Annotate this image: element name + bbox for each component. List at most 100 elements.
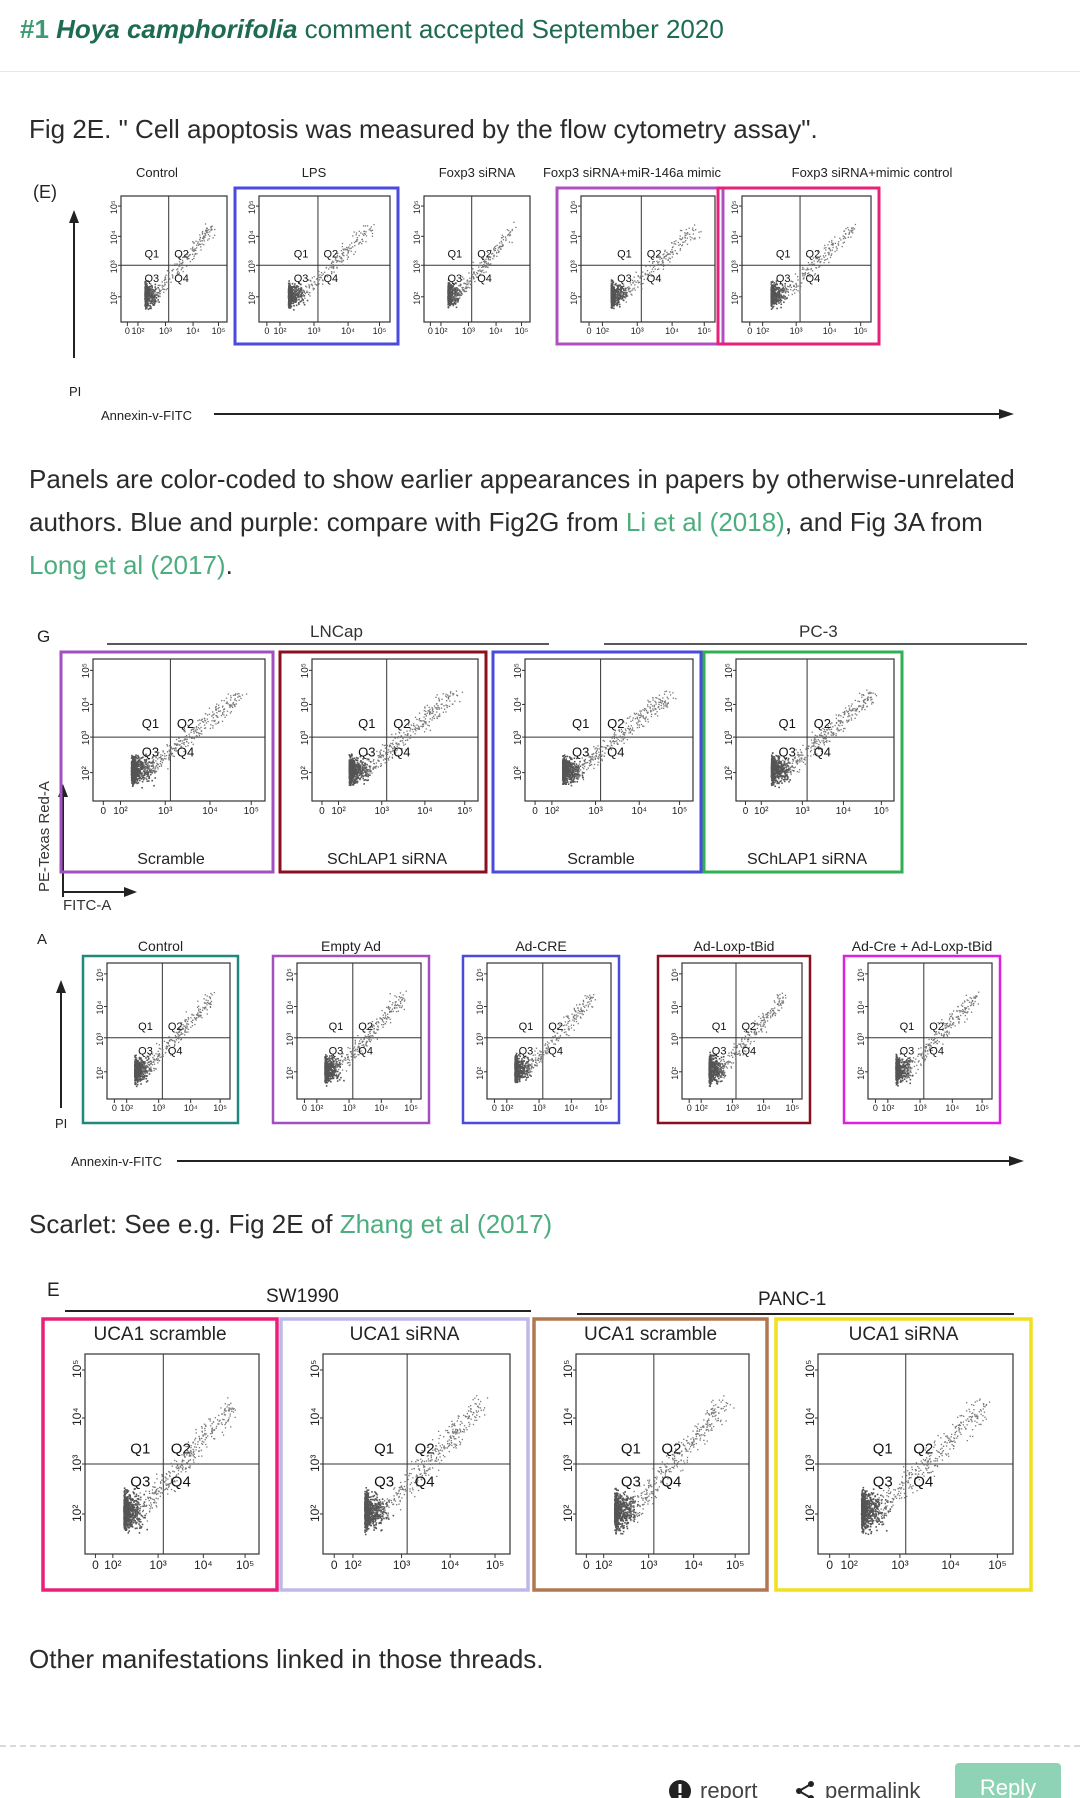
figure2-quadrant-q2: Q2 <box>814 716 831 731</box>
figure3-panel-frame <box>842 954 1002 1125</box>
figure1-y-tick: 10² <box>247 292 257 305</box>
figure3-plot-area <box>681 962 803 1100</box>
figure4-y-tick: 10³ <box>561 1455 575 1472</box>
figure1-y-tick: 10⁴ <box>730 230 740 244</box>
figure4-y-tick: 10² <box>561 1505 575 1522</box>
figure3-y-tick: 10⁵ <box>856 968 866 982</box>
figure3-y-tick: 10⁵ <box>475 968 485 982</box>
figure1-quadrant-q2: Q2 <box>806 249 821 261</box>
figure2-panel-title: SChLAP1 siRNA <box>747 851 867 868</box>
figure3-y-tick: 10⁴ <box>670 1001 680 1015</box>
figure1-x-tick: 10² <box>756 326 769 336</box>
figure2-x-tick: 10² <box>113 806 128 817</box>
figure2-x-tick: 10⁵ <box>457 806 472 817</box>
comment-number[interactable]: #1 <box>20 14 49 44</box>
figure4-plot-area <box>817 1353 1014 1555</box>
figure1-y-tick: 10⁵ <box>109 200 119 214</box>
figure1-y-tick: 10² <box>569 292 579 305</box>
figure1-y-tick: 10³ <box>730 260 740 273</box>
figure4-x-tick: 0 <box>331 1558 338 1572</box>
figure2-plot-area <box>311 658 479 802</box>
figure3-quadrant-q2: Q2 <box>742 1021 757 1033</box>
comment-header: #1 Hoya camphorifolia comment accepted S… <box>0 0 1080 72</box>
figure4-x-tick: 0 <box>583 1558 590 1572</box>
figure1-quadrant-q4: Q4 <box>477 273 492 285</box>
figure4-quadrant-q4: Q4 <box>415 1474 435 1491</box>
figure4-panel-1: UCA1 scramble Q1 Q2 Q3 Q4 0 10² 10³ 10⁴ 10⁵ 10⁵ 10⁴… <box>41 1317 279 1592</box>
figure4-quadrant-q4: Q4 <box>913 1474 933 1491</box>
figure4-panel-title: UCA1 scramble <box>93 1324 226 1345</box>
figure2-y-tick: 10⁴ <box>513 697 524 712</box>
figure4-x-tick: 10⁴ <box>941 1558 960 1572</box>
figure3-quadrant-q4: Q4 <box>929 1045 944 1057</box>
figure3-x-tick: 10² <box>881 1103 894 1113</box>
figure1-x-tick: 0 <box>125 326 130 336</box>
figure1-quadrant-q1: Q1 <box>776 249 791 261</box>
figure4-group-panc1: PANC-1 <box>758 1289 826 1310</box>
figure3-x-label: Annexin-v-FITC <box>71 1154 162 1169</box>
figure1-x-tick: 10² <box>131 326 144 336</box>
figure2-x-tick: 10⁴ <box>836 806 851 817</box>
figure1-quadrant-q3: Q3 <box>776 273 791 285</box>
link-li-2018[interactable]: Li et al (2018) <box>625 507 785 537</box>
link-long-2017[interactable]: Long et al (2017) <box>29 550 226 580</box>
figure3-x-tick: 10⁴ <box>564 1103 578 1113</box>
figure3-panel-title: Control <box>138 938 183 954</box>
figure4-x-tick: 10⁵ <box>236 1558 254 1572</box>
figure1-plot-area <box>580 195 716 323</box>
figure3-panel-title: Ad-Loxp-tBid <box>694 938 775 954</box>
figure4-panel-frame <box>41 1317 279 1592</box>
figure4-quadrant-q2: Q2 <box>415 1441 435 1458</box>
figure2-panel-3: Scramble Q1 Q2 Q3 Q4 0 10² 10³ 10⁴ 10⁵ 10⁵ 10⁴ 10³ 10… <box>491 650 703 874</box>
figure4-panel-frame <box>279 1317 530 1592</box>
figure4-y-tick: 10⁴ <box>803 1407 817 1426</box>
link-zhang-2017[interactable]: Zhang et al (2017) <box>339 1209 553 1239</box>
figure2-quadrant-q1: Q1 <box>779 716 796 731</box>
figure1-y-tick: 10⁵ <box>730 200 740 214</box>
permalink-link[interactable]: permalink <box>793 1778 920 1798</box>
figure2-y-tick: 10⁵ <box>300 663 311 678</box>
figure1-panel-title: Foxp3 siRNA+miR-146a mimic <box>543 165 722 180</box>
figure2-y-label: PE-Texas Red-A <box>36 781 53 892</box>
figure1-quadrant-q4: Q4 <box>806 273 821 285</box>
reply-button[interactable]: Reply <box>955 1763 1061 1798</box>
figure2-quadrant-q3: Q3 <box>779 745 796 760</box>
figure3-x-tick: 10⁵ <box>404 1103 418 1113</box>
figure1-quadrant-q3: Q3 <box>617 273 632 285</box>
figure-fig2g-comparison: G LNCap PC-3 PE-Texas Red-A FITC-A Scram… <box>29 612 1039 912</box>
figure3-x-tick: 10⁴ <box>945 1103 959 1113</box>
figure4-plot-area <box>322 1353 511 1555</box>
figure1-quadrant-q2: Q2 <box>477 249 492 261</box>
permalink-label: permalink <box>825 1778 921 1798</box>
figure2-dot-cloud <box>130 693 248 789</box>
figure1-y-tick: 10³ <box>412 260 422 273</box>
figure3-panel-title: Ad-Cre + Ad-Loxp-tBid <box>852 938 992 954</box>
figure4-x-tick: 10² <box>104 1558 121 1572</box>
figure3-x-tick: 0 <box>873 1103 878 1113</box>
report-link[interactable]: report <box>668 1778 757 1798</box>
figure1-x-tick: 10² <box>596 326 609 336</box>
figure3-panel-frame <box>81 954 240 1125</box>
figure4-x-tick: 10³ <box>640 1558 657 1572</box>
figure2-x-tick: 10³ <box>795 806 810 817</box>
paragraph-2-text-1: Panels are color-coded to show earlier a… <box>29 464 1015 537</box>
figure1-y-tick: 10⁴ <box>109 230 119 244</box>
paragraph-1: Fig 2E. " Cell apoptosis was measured by… <box>29 114 818 144</box>
figure1-panel-frame <box>555 186 725 346</box>
figure3-x-tick: 10⁴ <box>184 1103 198 1113</box>
figure3-y-tick: 10³ <box>285 1033 295 1046</box>
figure1-panel-frame <box>233 186 400 346</box>
figure2-x-tick: 0 <box>319 806 325 817</box>
figure2-panel-title: Scramble <box>567 851 635 868</box>
figure2-y-tick: 10³ <box>300 730 311 745</box>
figure1-plot-area <box>741 195 872 323</box>
figure1-x-tick: 10⁴ <box>186 326 200 336</box>
figure3-quadrant-q2: Q2 <box>358 1021 373 1033</box>
figure1-panel-title: Foxp3 siRNA+mimic control <box>792 165 953 180</box>
figure4-x-tick: 10³ <box>891 1558 908 1572</box>
